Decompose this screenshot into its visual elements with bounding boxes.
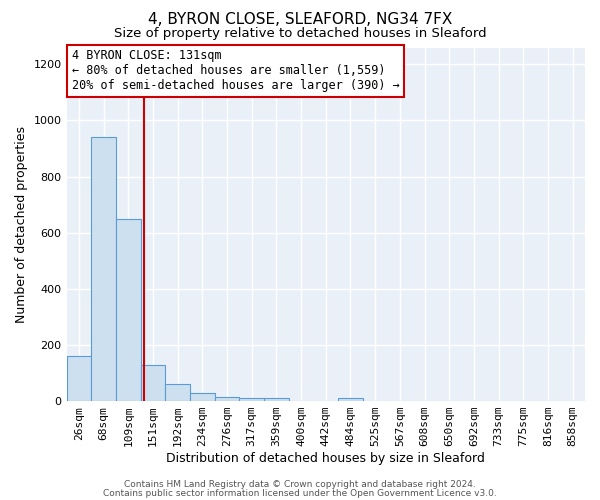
Bar: [140, 364, 165, 401]
Y-axis label: Number of detached properties: Number of detached properties: [15, 126, 28, 323]
Bar: [67, 356, 91, 401]
Text: 4 BYRON CLOSE: 131sqm
← 80% of detached houses are smaller (1,559)
20% of semi-d: 4 BYRON CLOSE: 131sqm ← 80% of detached …: [72, 50, 400, 92]
Bar: [165, 384, 190, 401]
Text: Contains HM Land Registry data © Crown copyright and database right 2024.: Contains HM Land Registry data © Crown c…: [124, 480, 476, 489]
Text: Size of property relative to detached houses in Sleaford: Size of property relative to detached ho…: [113, 28, 487, 40]
Bar: [116, 218, 140, 401]
X-axis label: Distribution of detached houses by size in Sleaford: Distribution of detached houses by size …: [166, 452, 485, 465]
Bar: [239, 398, 264, 401]
Text: 4, BYRON CLOSE, SLEAFORD, NG34 7FX: 4, BYRON CLOSE, SLEAFORD, NG34 7FX: [148, 12, 452, 28]
Bar: [264, 398, 289, 401]
Bar: [215, 397, 239, 401]
Text: Contains public sector information licensed under the Open Government Licence v3: Contains public sector information licen…: [103, 488, 497, 498]
Bar: [91, 138, 116, 401]
Bar: [338, 398, 363, 401]
Bar: [190, 393, 215, 401]
